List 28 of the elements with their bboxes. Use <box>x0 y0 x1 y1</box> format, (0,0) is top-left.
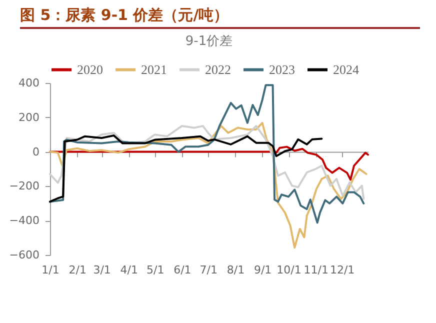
x-tick-label: 7/1 <box>200 264 218 276</box>
legend-label: 2023 <box>269 62 295 77</box>
x-tick-label: 8/1 <box>226 264 245 276</box>
y-tick-label: 200 <box>18 110 40 124</box>
line-series <box>49 122 368 249</box>
x-tick-label: 5/1 <box>146 264 164 276</box>
y-tick-label: 0 <box>32 145 40 158</box>
legend-label: 2021 <box>141 62 167 77</box>
x-tick-label: 3/1 <box>93 264 111 276</box>
legend-label: 2024 <box>333 62 360 77</box>
legend-label: 2020 <box>77 62 103 77</box>
y-tick-label: 400 <box>18 76 40 90</box>
x-tick-label: 9/1 <box>254 264 272 276</box>
x-tick-label: 12/1 <box>330 264 355 276</box>
legend-label: 2022 <box>205 62 231 77</box>
x-tick-label: 2/1 <box>68 264 86 276</box>
x-tick-label: 4/1 <box>120 264 138 276</box>
x-tick-label: 6/1 <box>174 264 192 276</box>
x-tick-label: 1/1 <box>42 264 60 276</box>
x-tick-label: 10/1 <box>276 264 302 276</box>
line-series <box>49 125 365 200</box>
x-tick-label: 11/1 <box>304 264 328 276</box>
chart-title: 图 5：尿素 9-1 价差（元/吨） <box>20 6 420 29</box>
y-tick-label: −600 <box>9 248 40 262</box>
y-tick-label: −400 <box>9 214 40 228</box>
line-series <box>49 84 365 224</box>
y-tick-label: −200 <box>9 180 40 193</box>
line-series <box>49 134 323 203</box>
